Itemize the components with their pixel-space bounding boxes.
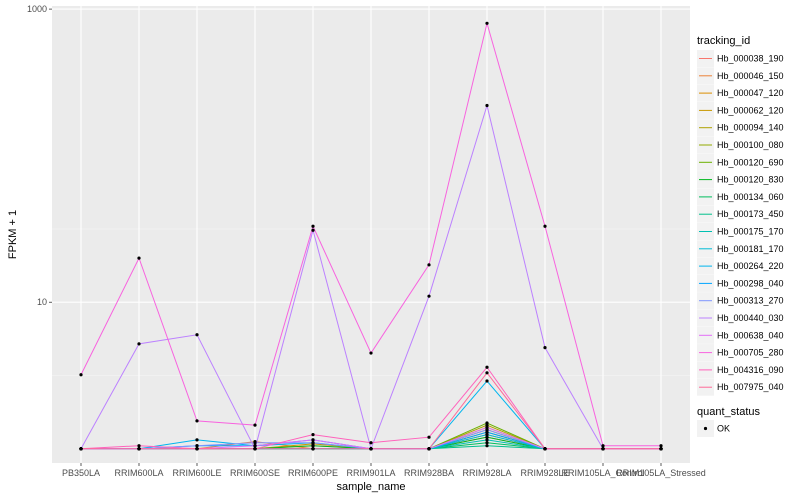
data-point [253, 423, 257, 427]
point-legend-entry-label: OK [717, 424, 730, 434]
x-tick-label: RRIM928LA [462, 468, 511, 478]
legend-entry-label: Hb_000134_060 [717, 192, 784, 202]
data-point [253, 441, 257, 445]
data-point [485, 379, 489, 383]
legend-entry-label: Hb_007975_040 [717, 382, 784, 392]
data-point [485, 21, 489, 25]
data-point [253, 447, 257, 451]
legend-entry-label: Hb_000100_080 [717, 140, 784, 150]
legend-entry-label: Hb_000181_170 [717, 244, 784, 254]
data-point [485, 435, 489, 439]
data-point [137, 256, 141, 260]
y-tick-label: 1000 [27, 4, 47, 14]
data-point [485, 103, 489, 108]
data-point [543, 447, 547, 451]
x-tick-label: RRIM105LA_Stressed [616, 468, 706, 478]
data-point [485, 428, 489, 432]
x-tick-label: RRIM105LA_Control [561, 468, 644, 478]
data-point [543, 224, 547, 228]
legend-entry-label: Hb_000094_140 [717, 123, 784, 133]
data-point [485, 444, 489, 448]
legend-entry-label: Hb_000038_190 [717, 54, 784, 64]
x-tick-label: RRIM600SE [230, 468, 280, 478]
data-point [659, 444, 663, 448]
data-point [253, 444, 257, 448]
data-point [485, 441, 489, 445]
legend-entry-label: Hb_000705_280 [717, 348, 784, 358]
data-point [485, 432, 489, 437]
data-point [601, 447, 605, 451]
legend-entry-label: Hb_000638_040 [717, 330, 784, 340]
data-point [485, 438, 489, 442]
point-legend: quant_status OK [697, 406, 760, 437]
y-axis: 10 1000 [27, 4, 52, 307]
data-point [311, 228, 315, 232]
legend-entry-label: Hb_000047_120 [717, 88, 784, 98]
data-point [427, 263, 431, 267]
data-point [79, 373, 83, 377]
legend-entry-label: Hb_000440_030 [717, 313, 784, 323]
x-axis: PB350LA RRIM600LA RRIM600LE RRIM600SE RRIM60… [62, 463, 706, 478]
data-point [543, 346, 547, 350]
data-point [137, 444, 141, 448]
data-point [369, 447, 373, 451]
points-layer [79, 21, 663, 451]
legend-entry-label: Hb_000062_120 [717, 105, 784, 115]
data-point [79, 447, 83, 451]
legend: tracking_id Hb_000038_190 Hb_000046_150 Hb… [697, 35, 784, 396]
x-tick-label: RRIM600LA [114, 468, 163, 478]
grid [52, 6, 690, 463]
data-point [485, 365, 489, 369]
data-point [195, 444, 199, 448]
data-point [601, 444, 605, 448]
legend-title: tracking_id [697, 35, 750, 47]
legend-entry-label: Hb_004316_090 [717, 365, 784, 375]
legend-entry-label: Hb_000313_270 [717, 296, 784, 306]
data-point [195, 333, 199, 337]
data-point [485, 371, 489, 375]
x-tick-label: RRIM928LE [520, 468, 569, 478]
point-legend-key-dot [703, 426, 708, 431]
legend-entry-label: Hb_000120_690 [717, 157, 784, 167]
point-legend-title: quant_status [697, 406, 760, 418]
data-point [311, 438, 315, 442]
x-tick-label: RRIM600LE [172, 468, 221, 478]
data-point [311, 441, 315, 445]
legend-entry-label: Hb_000298_040 [717, 278, 784, 288]
data-point [485, 425, 489, 429]
x-tick-label: RRIM928BA [404, 468, 454, 478]
data-point [485, 421, 489, 425]
data-point [369, 351, 373, 355]
data-point [195, 447, 199, 451]
data-point [427, 294, 431, 298]
x-tick-label: PB350LA [62, 468, 100, 478]
legend-entry-label: Hb_000175_170 [717, 227, 784, 237]
data-point [369, 441, 373, 445]
data-point [659, 447, 663, 451]
y-axis-title: FPKM + 1 [7, 210, 19, 259]
x-tick-label: RRIM901LA [346, 468, 395, 478]
legend-entry-label: Hb_000173_450 [717, 209, 784, 219]
legend-entry-label: Hb_000046_150 [717, 71, 784, 81]
legend-entry-label: Hb_000264_220 [717, 261, 784, 271]
data-point [195, 438, 199, 442]
data-point [137, 447, 141, 451]
data-point [137, 342, 141, 346]
data-point [195, 419, 199, 423]
y-tick-label: 10 [37, 297, 47, 307]
data-point [311, 447, 315, 451]
data-point [427, 435, 431, 439]
data-point [485, 430, 489, 434]
legend-entry-label: Hb_000120_830 [717, 175, 784, 185]
data-point [311, 432, 315, 437]
data-point [311, 224, 315, 228]
x-tick-label: RRIM600PE [288, 468, 338, 478]
x-axis-title: sample_name [336, 481, 405, 493]
data-point [311, 444, 315, 448]
data-point [427, 447, 431, 451]
